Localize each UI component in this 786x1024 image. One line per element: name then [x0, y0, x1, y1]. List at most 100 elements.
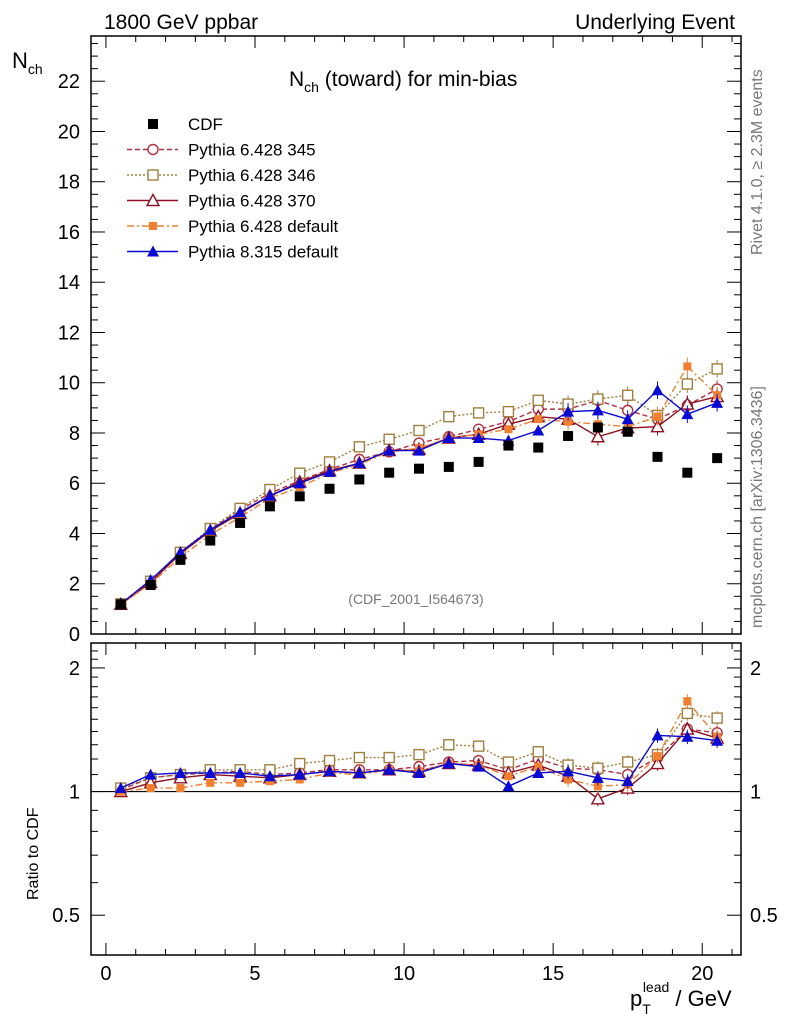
x-tick-label: 15: [542, 963, 564, 985]
y-tick-label: 22: [58, 71, 80, 93]
series-point-1: [532, 394, 544, 407]
series-point-2: [650, 419, 665, 433]
legend-label: Pythia 6.428 345: [188, 141, 316, 160]
x-tick-label: 5: [249, 963, 260, 985]
ratio-point-1: [413, 748, 425, 761]
series-point-3: [534, 415, 543, 424]
ratio-line-0: [120, 728, 718, 791]
cdf-data-point: [622, 426, 633, 437]
ratio-point-1: [711, 712, 723, 724]
ratio-y-tick-label-right: 0.5: [750, 905, 778, 927]
series-point-4: [651, 384, 664, 396]
legend-label: Pythia 6.428 346: [188, 166, 316, 185]
header-right-label: Underlying Event: [575, 11, 735, 34]
ratio-panel: 0 5 10 15 20 0.5 0.5 1 1 2 2: [52, 642, 778, 985]
series-point-1: [621, 389, 634, 402]
legend-marker: [147, 169, 159, 181]
series-point-3: [504, 425, 513, 434]
ratio-point-4: [591, 771, 604, 783]
legend-label: Pythia 6.428 370: [188, 192, 316, 211]
series-point-4: [681, 408, 694, 420]
ratio-y-tick-label: 0.5: [52, 905, 80, 927]
series-point-4: [472, 432, 485, 444]
ratio-point-4: [442, 757, 455, 769]
rivet-version-label: Rivet 4.1.0, ≥ 2.3M events: [749, 69, 766, 255]
ratio-point-1: [472, 740, 485, 752]
cdf-data-point: [443, 461, 454, 472]
ratio-point-4: [263, 770, 276, 782]
series-point-4: [711, 396, 724, 408]
y-tick-label: 12: [58, 322, 80, 344]
series-point-4: [353, 457, 366, 469]
cdf-data-point: [503, 440, 514, 451]
ratio-point-3: [236, 778, 245, 787]
ratio-point-4: [412, 766, 425, 778]
ratio-point-4: [204, 766, 217, 778]
cdf-data-point: [294, 491, 305, 502]
ratio-point-4: [293, 768, 306, 780]
x-axis-label-rest: / GeV: [669, 986, 732, 1011]
legend-label: Pythia 8.315 default: [188, 243, 339, 262]
ratio-point-1: [353, 751, 366, 764]
series-point-1: [443, 410, 455, 423]
ratio-point-4: [651, 729, 664, 741]
series-point-3: [206, 530, 215, 539]
main-frame: [90, 35, 742, 635]
series-point-1: [413, 424, 425, 437]
cdf-data-point: [682, 467, 693, 478]
plot-title-main: N: [289, 68, 304, 91]
cdf-data-point: [264, 501, 275, 512]
plot-title-sub: ch: [304, 79, 319, 95]
cdf-data-point: [384, 467, 395, 478]
ratio-point-3: [564, 775, 573, 784]
series-point-3: [236, 513, 245, 522]
series-point-4: [442, 432, 455, 444]
ratio-point-1: [383, 751, 395, 764]
series-point-4: [621, 413, 634, 425]
series-point-1: [472, 407, 485, 419]
ratio-point-4: [234, 766, 247, 778]
x-tick-label: 10: [393, 963, 415, 985]
y-tick-label: 20: [58, 121, 80, 143]
legend-marker: [147, 143, 159, 156]
ratio-point-4: [532, 766, 545, 778]
cdf-data-point: [354, 474, 365, 485]
cdf-data-point: [652, 451, 663, 462]
series-point-4: [591, 404, 604, 416]
series-point-4: [263, 489, 276, 501]
ratio-point-4: [114, 782, 127, 794]
series-point-4: [323, 465, 336, 477]
series-point-1: [353, 441, 366, 453]
series-point-3: [564, 417, 573, 426]
series-point-4: [412, 444, 425, 456]
x-tick-label: 0: [100, 963, 111, 985]
cdf-data-point: [205, 535, 216, 546]
analysis-watermark: (CDF_2001_I564673): [348, 591, 483, 607]
cdf-data-point: [712, 453, 723, 464]
cdf-data-point: [115, 599, 126, 610]
legend-marker: [145, 193, 161, 207]
cdf-data-point: [592, 422, 603, 433]
ratio-point-4: [711, 734, 724, 746]
header-left-label: 1800 GeV ppbar: [104, 11, 258, 34]
legend-label: CDF: [188, 115, 223, 134]
ratio-point-4: [383, 763, 396, 775]
cdf-data-point: [145, 580, 156, 591]
cdf-data-point: [533, 442, 544, 453]
y-axis-label: Nch: [12, 48, 43, 77]
ratio-point-3: [146, 784, 155, 793]
y-tick-label: 4: [69, 523, 80, 545]
y-axis-label-sub: ch: [28, 61, 43, 77]
y-tick-label: 18: [58, 172, 80, 194]
series-point-1: [502, 405, 515, 418]
x-axis-label-sub: T: [642, 1001, 651, 1017]
legend-label: Pythia 6.428 default: [188, 217, 339, 236]
series-line-0: [120, 388, 718, 605]
ratio-point-1: [532, 746, 544, 758]
ratio-point-3: [534, 762, 543, 771]
ratio-point-3: [653, 752, 662, 761]
series-point-4: [532, 424, 545, 436]
ratio-point-3: [683, 697, 692, 706]
cdf-data-point: [473, 456, 484, 467]
